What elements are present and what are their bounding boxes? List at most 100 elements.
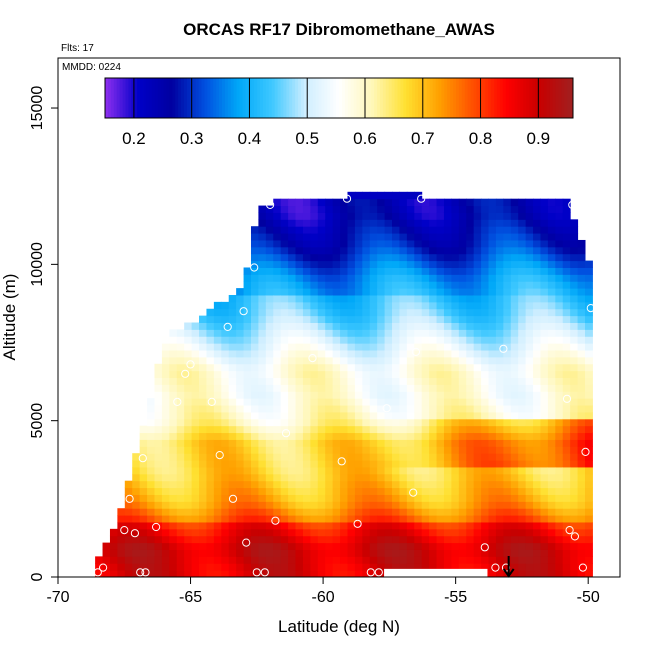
- heatmap-cell: [369, 253, 378, 262]
- heatmap-cell: [429, 466, 438, 475]
- heatmap-cell: [139, 466, 148, 475]
- heatmap-cell: [540, 233, 549, 241]
- heatmap-cell: [340, 274, 348, 282]
- heatmap-cell: [466, 411, 475, 420]
- heatmap-cell: [436, 535, 445, 544]
- heatmap-cell: [547, 549, 556, 557]
- heatmap-cell: [436, 480, 445, 489]
- heatmap-cell: [562, 398, 571, 406]
- heatmap-cell: [399, 508, 408, 516]
- heatmap-cell: [317, 556, 326, 564]
- heatmap-cell: [377, 405, 386, 413]
- colorbar-segment: [567, 78, 571, 118]
- heatmap-cell: [191, 494, 200, 502]
- heatmap-cell: [184, 570, 193, 578]
- heatmap-cell: [332, 391, 341, 399]
- heatmap-cell: [488, 205, 497, 213]
- sample-point: [480, 543, 489, 552]
- colorbar-segment: [339, 78, 343, 118]
- heatmap-cell: [377, 308, 386, 317]
- heatmap-cell: [228, 446, 237, 454]
- heatmap-cell: [473, 343, 482, 351]
- heatmap-cell: [236, 336, 245, 344]
- colorbar-segment: [467, 78, 472, 118]
- colorbar-segment: [374, 78, 378, 118]
- heatmap-cell: [481, 535, 490, 544]
- sample-point: [409, 488, 418, 497]
- heatmap-cell: [310, 405, 319, 413]
- heatmap-cell: [503, 226, 512, 234]
- heatmap-cell: [176, 521, 185, 530]
- colorbar-segment: [514, 78, 518, 118]
- heatmap-cell: [540, 246, 549, 255]
- heatmap-cell: [184, 487, 193, 495]
- heatmap-cell: [414, 487, 423, 495]
- heatmap-cell: [481, 439, 490, 447]
- heatmap-cell: [273, 535, 282, 544]
- heatmap-cell: [377, 363, 386, 372]
- heatmap-cell: [451, 322, 460, 330]
- heatmap-cell: [429, 253, 438, 262]
- heatmap-cell: [421, 239, 430, 248]
- heatmap-cell: [429, 480, 438, 489]
- heatmap-cell: [221, 411, 230, 420]
- heatmap-cell: [325, 439, 334, 447]
- sample-point: [271, 516, 280, 525]
- heatmap-cell: [191, 515, 200, 523]
- heatmap-cell: [533, 391, 541, 399]
- heatmap-cell: [325, 425, 334, 434]
- heatmap-cell: [443, 411, 452, 420]
- heatmap-cell: [354, 411, 363, 420]
- heatmap-cell: [250, 363, 259, 372]
- heatmap-cell: [414, 528, 423, 537]
- arrow-head: [502, 568, 515, 578]
- heatmap-cell: [555, 528, 564, 537]
- heatmap-cell: [466, 336, 475, 344]
- heatmap-cell: [384, 322, 393, 330]
- heatmap-cell: [540, 453, 549, 461]
- heatmap-cell: [481, 556, 490, 564]
- heatmap-cell: [436, 439, 445, 447]
- heatmap-cell: [199, 466, 207, 475]
- heatmap-cell: [369, 473, 378, 482]
- colorbar-segment: [233, 78, 238, 118]
- heatmap-cell: [369, 425, 378, 434]
- heatmap-cell: [250, 350, 259, 358]
- heatmap-cell: [547, 377, 556, 385]
- colorbar-segment: [543, 78, 548, 118]
- heatmap-cell: [451, 253, 460, 262]
- heatmap-cell: [414, 398, 423, 406]
- heatmap-cell: [503, 322, 512, 330]
- heatmap-cell: [377, 432, 386, 440]
- heatmap-cell: [362, 453, 371, 461]
- heatmap-cell: [369, 336, 378, 344]
- heatmap-cell: [384, 253, 393, 262]
- heatmap-cell: [354, 542, 363, 550]
- heatmap-cell: [458, 226, 467, 234]
- heatmap-cell: [302, 508, 311, 516]
- heatmap-cell: [533, 350, 541, 358]
- flights-label: Flts: 17: [61, 43, 94, 54]
- heatmap-cell: [473, 363, 482, 372]
- heatmap-cell: [570, 480, 579, 489]
- heatmap-cell: [199, 356, 207, 365]
- heatmap-cell: [533, 205, 541, 213]
- heatmap-cell: [481, 260, 490, 268]
- heatmap-cell: [555, 466, 564, 475]
- heatmap-cell: [288, 446, 297, 454]
- heatmap-cell: [436, 267, 445, 275]
- heatmap-cell: [317, 350, 326, 358]
- heatmap-cell: [421, 535, 430, 544]
- heatmap-cell: [414, 288, 423, 296]
- heatmap-cell: [288, 432, 297, 440]
- heatmap-cell: [265, 267, 274, 275]
- heatmap-cell: [384, 274, 393, 282]
- heatmap-cell: [585, 460, 593, 468]
- heatmap-cell: [562, 233, 571, 241]
- heatmap-cell: [258, 535, 267, 544]
- heatmap-cell: [540, 239, 549, 248]
- heatmap-cell: [577, 480, 586, 489]
- heatmap-cell: [421, 480, 430, 489]
- heatmap-cell: [250, 515, 259, 523]
- heatmap-cell: [547, 267, 556, 275]
